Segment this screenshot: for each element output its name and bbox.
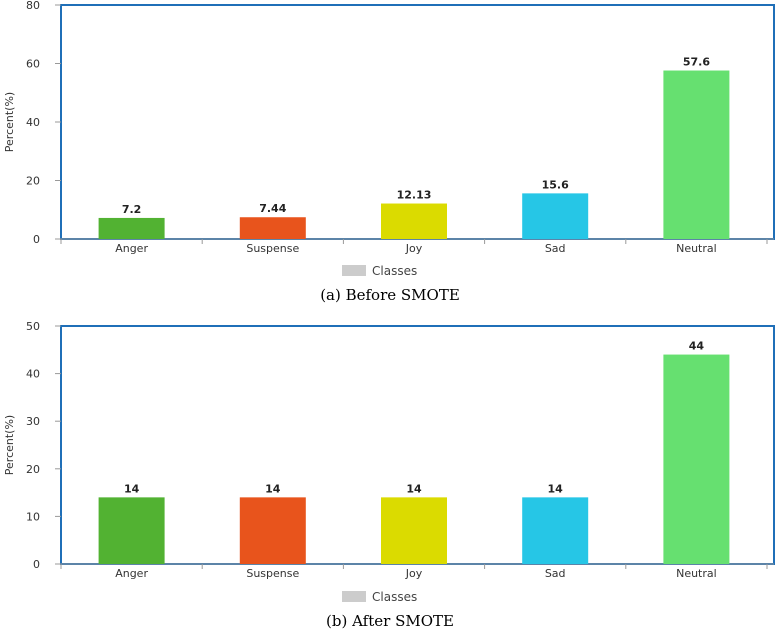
- y-tick-label: 80: [26, 0, 40, 12]
- data-label: 15.6: [542, 178, 569, 191]
- x-tick-label: Neutral: [676, 242, 717, 255]
- bar-sad: [522, 193, 589, 239]
- chart-b: 0 10 20 30 40 50 Percent(%) 14 Anger 14 Suspense 14…: [3, 320, 775, 630]
- y-tick-label: 0: [33, 233, 40, 246]
- y-tick-label: 50: [26, 320, 40, 333]
- bar-neutral: [663, 354, 730, 564]
- bar-anger: [98, 217, 165, 239]
- data-label: 7.2: [122, 203, 142, 216]
- y-tick-label: 30: [26, 415, 40, 428]
- y-tick-label: 10: [26, 510, 40, 523]
- figure-caption: (a) Before SMOTE: [320, 286, 460, 304]
- bar-joy: [381, 497, 447, 564]
- y-tick-label: 0: [33, 558, 40, 571]
- x-tick-label: Sad: [545, 242, 566, 255]
- x-tick-label: Suspense: [246, 567, 299, 580]
- x-tick-label: Suspense: [246, 242, 299, 255]
- data-label: 44: [689, 340, 705, 353]
- bar-suspense: [239, 217, 306, 239]
- legend-swatch: [342, 265, 366, 276]
- data-label: 57.6: [683, 56, 710, 69]
- x-tick-label: Anger: [115, 242, 148, 255]
- x-tick-label: Joy: [405, 567, 423, 580]
- legend-swatch: [342, 591, 366, 602]
- bar-suspense: [239, 497, 306, 564]
- data-label: 14: [548, 482, 564, 495]
- x-tick-label: Anger: [115, 567, 148, 580]
- data-label: 14: [124, 482, 140, 495]
- y-axis-label: Percent(%): [3, 92, 16, 152]
- y-axis-label: Percent(%): [3, 415, 16, 475]
- y-tick-label: 60: [26, 58, 40, 71]
- data-label: 12.13: [397, 189, 432, 202]
- chart-a: 0 20 40 60 80 Percent(%) 7.2 Anger 7.44 Suspense 1…: [3, 0, 775, 304]
- y-tick-label: 40: [26, 116, 40, 129]
- bar-neutral: [663, 70, 730, 240]
- legend-label: Classes: [372, 590, 417, 604]
- y-tick-label: 20: [26, 175, 40, 188]
- bar-anger: [98, 497, 165, 564]
- figure-caption: (b) After SMOTE: [326, 612, 454, 630]
- data-label: 14: [406, 482, 422, 495]
- y-tick-label: 20: [26, 463, 40, 476]
- x-tick-label: Joy: [405, 242, 423, 255]
- x-tick-label: Sad: [545, 567, 566, 580]
- bar-joy: [381, 203, 447, 239]
- x-tick-label: Neutral: [676, 567, 717, 580]
- legend-label: Classes: [372, 264, 417, 278]
- y-tick-label: 40: [26, 368, 40, 381]
- data-label: 14: [265, 482, 281, 495]
- bar-sad: [522, 497, 589, 564]
- data-label: 7.44: [259, 202, 286, 215]
